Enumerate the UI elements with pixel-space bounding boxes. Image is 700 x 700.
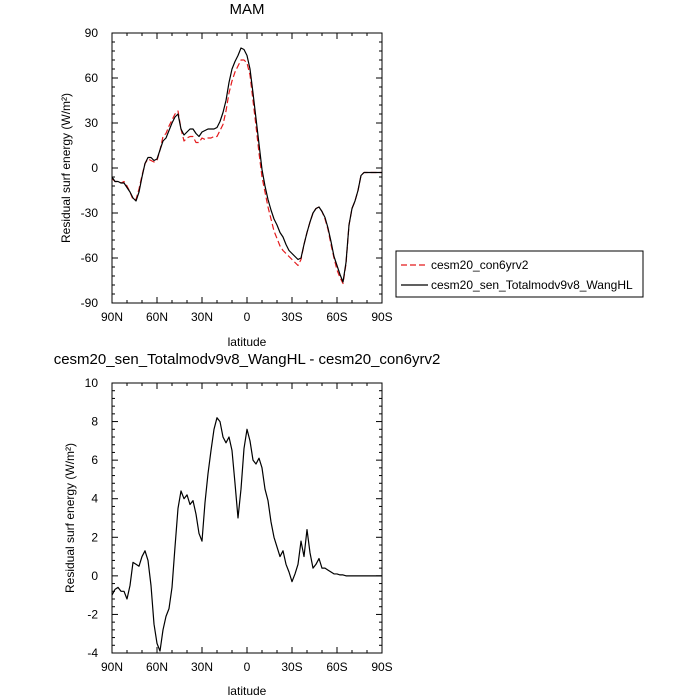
bot-series-line-0 — [111, 417, 382, 652]
bot-xtick-label: 60S — [326, 660, 347, 674]
chart-top-title: MAM — [230, 1, 265, 18]
top-ytick-label: 0 — [91, 161, 98, 175]
top-ytick-label: -30 — [81, 206, 99, 220]
legend-label-con6yrv2: cesm20_con6yrv2 — [431, 258, 529, 272]
bot-xtick-label: 90N — [101, 660, 123, 674]
top-ytick-label: -60 — [81, 251, 99, 265]
chart-bottom-xlabel: latitude — [228, 684, 267, 698]
top-xtick-label: 90N — [101, 310, 123, 324]
chart-bottom-ylabel: Residual surf energy (W/m²) — [63, 443, 77, 593]
bot-ytick-label: 8 — [91, 415, 98, 429]
legend: cesm20_con6yrv2 cesm20_sen_Totalmodv9v8_… — [395, 250, 644, 298]
bot-ytick-label: -4 — [87, 646, 98, 660]
bot-ytick-label: -2 — [87, 607, 98, 621]
bot-ytick-label: 4 — [91, 492, 98, 506]
top-ytick-label: 30 — [85, 116, 99, 130]
top-xtick-label: 30N — [191, 310, 213, 324]
bot-ytick-label: 10 — [85, 376, 99, 390]
bot-ytick-label: 6 — [91, 453, 98, 467]
top-xtick-label: 0 — [244, 310, 251, 324]
chart-bottom: cesm20_sen_Totalmodv9v8_WangHL - cesm20_… — [54, 351, 441, 698]
top-ytick-label: 60 — [85, 71, 99, 85]
bot-xtick-label: 30N — [191, 660, 213, 674]
legend-box — [395, 250, 644, 298]
top-xtick-label: 90S — [371, 310, 392, 324]
bot-xtick-label: 60N — [146, 660, 168, 674]
bot-xtick-label: 0 — [244, 660, 251, 674]
chart-top-xlabel: latitude — [228, 335, 267, 349]
top-xtick-label: 60N — [146, 310, 168, 324]
chart-bottom-title: cesm20_sen_Totalmodv9v8_WangHL - cesm20_… — [54, 351, 441, 368]
top-series-line-1 — [111, 47, 382, 283]
chart-top: MAM 90N 60N 30N 0 30S 60S 90S-90-60-300306090 … — [59, 1, 393, 349]
chart-top-frame — [111, 32, 383, 304]
top-series-line-0 — [111, 59, 382, 285]
top-ytick-label: 90 — [85, 26, 99, 40]
bot-ytick-label: 2 — [91, 530, 98, 544]
top-xtick-label: 30S — [281, 310, 302, 324]
bot-xtick-label: 90S — [371, 660, 392, 674]
top-xtick-label: 60S — [326, 310, 347, 324]
top-ytick-label: -90 — [81, 296, 99, 310]
legend-label-sen-totalmod: cesm20_sen_Totalmodv9v8_WangHL — [431, 278, 633, 292]
bot-xtick-label: 30S — [281, 660, 302, 674]
bot-ytick-label: 0 — [91, 569, 98, 583]
chart-top-ylabel: Residual surf energy (W/m²) — [59, 93, 73, 243]
